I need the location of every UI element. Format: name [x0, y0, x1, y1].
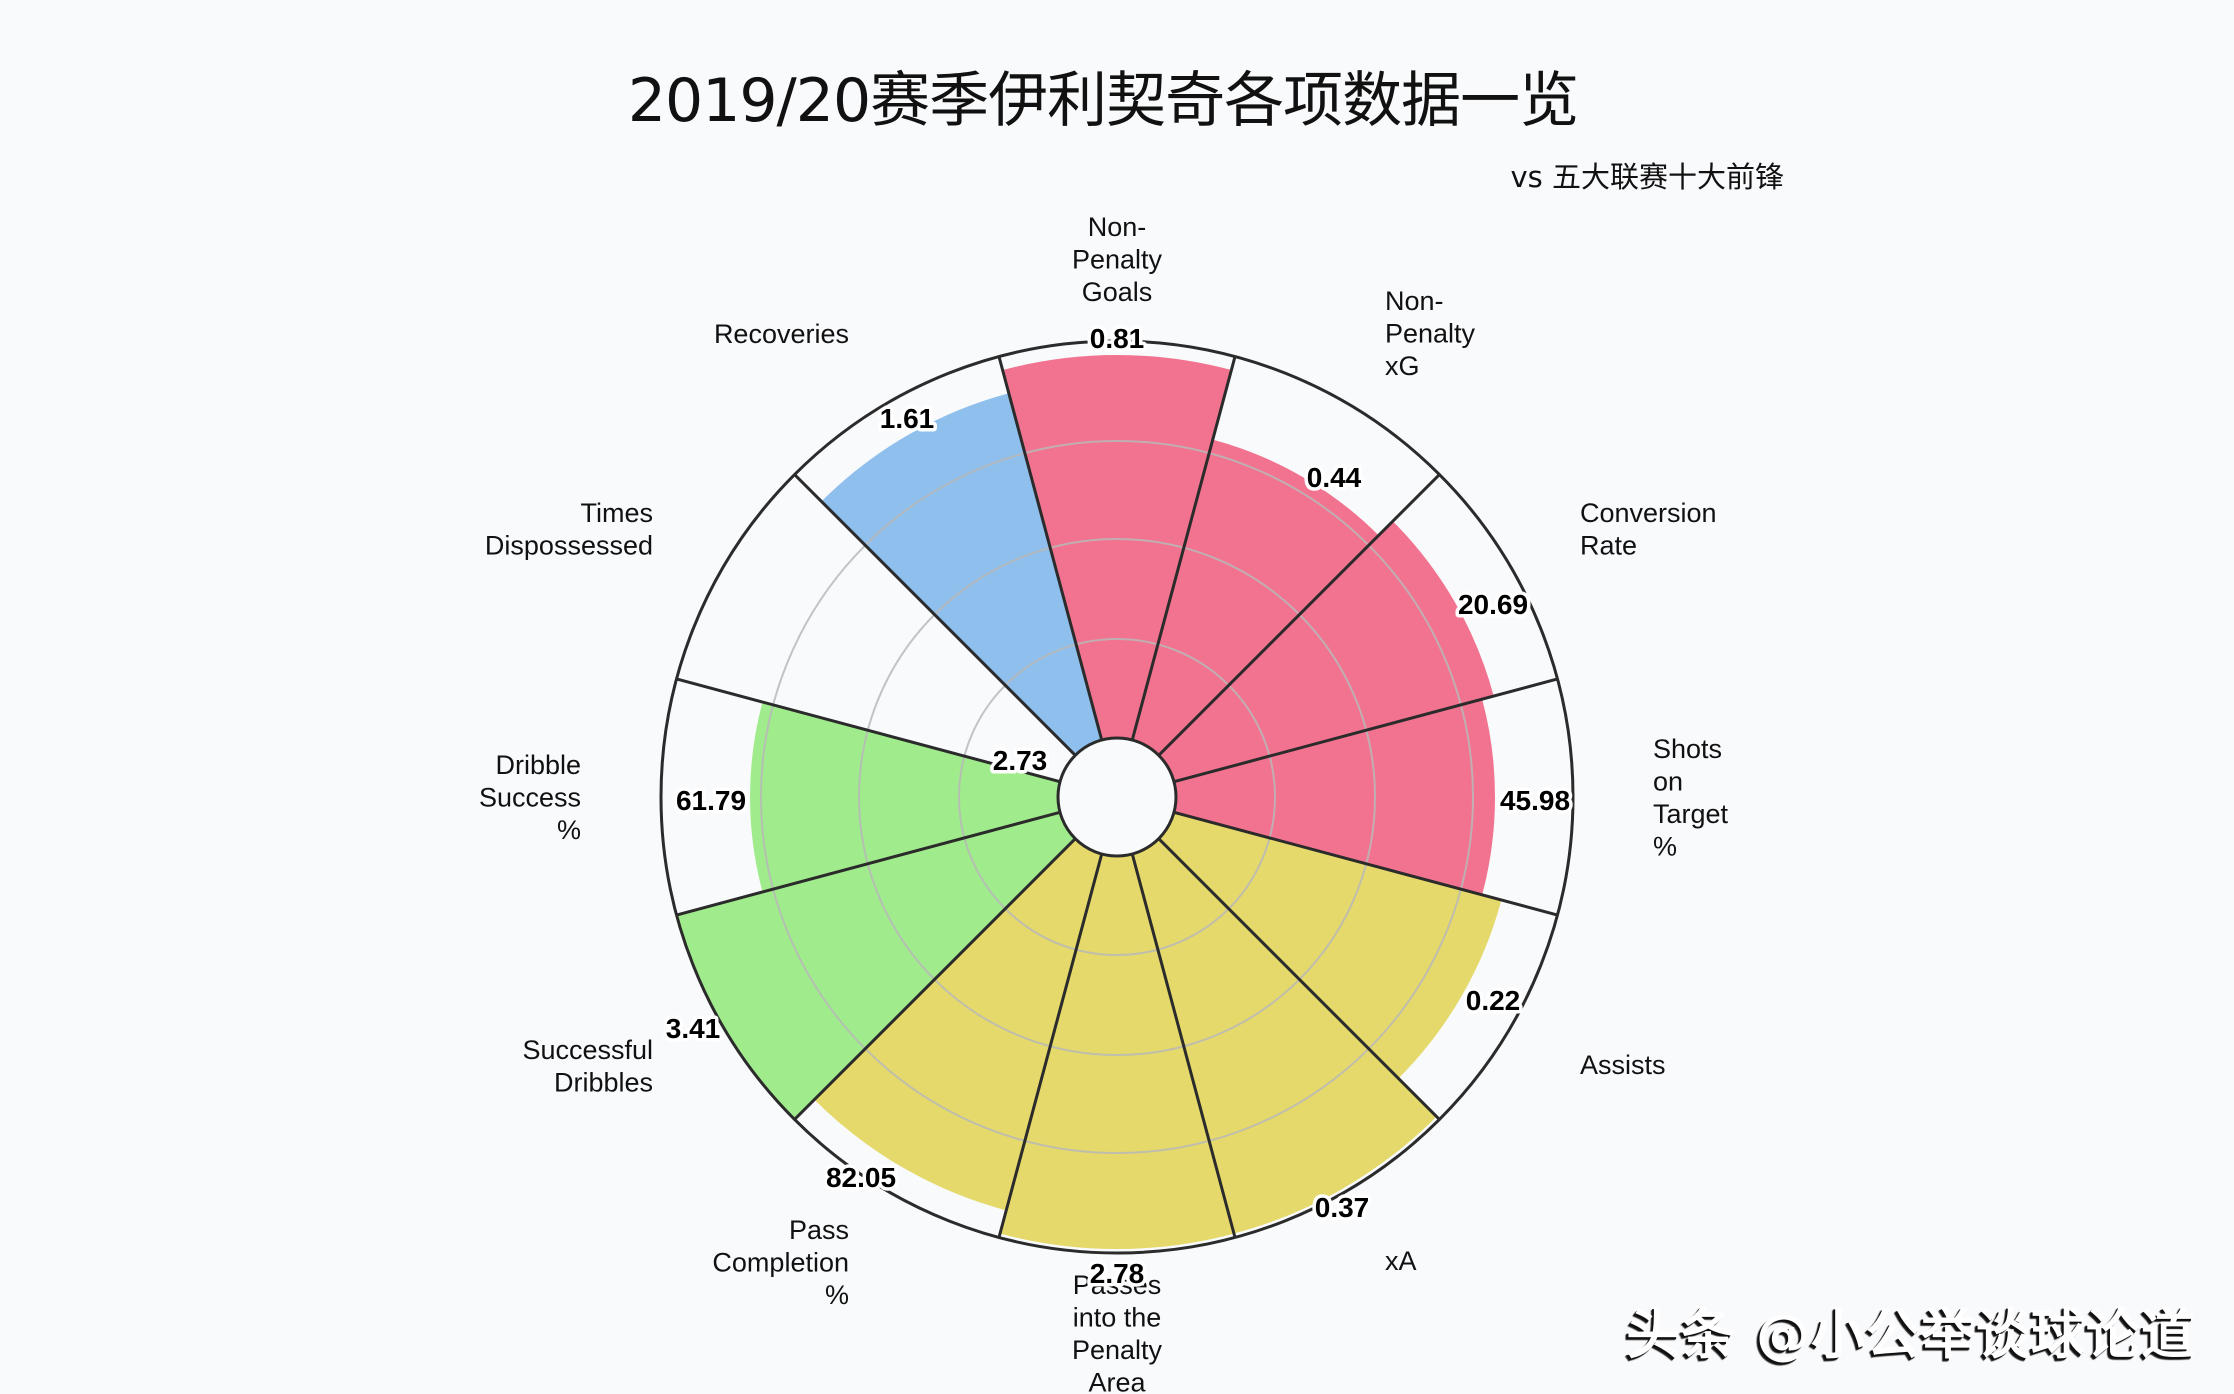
sector-divider [1157, 473, 1441, 757]
value-label: 0.37 [1315, 1192, 1370, 1223]
category-label: Conversion Rate [1580, 498, 1717, 561]
sector-divider [1157, 837, 1441, 1121]
sector-divider [1130, 356, 1237, 741]
value-label: 3.41 [666, 1013, 721, 1044]
sector-divider [793, 837, 1077, 1121]
category-label: Assists [1580, 1050, 1666, 1080]
value-label: 0.44 [1307, 462, 1362, 493]
bar-conversion-rate [1158, 521, 1494, 782]
category-label: Dribble Success% [479, 750, 581, 845]
value-label: 45.98 [1500, 785, 1570, 816]
value-label: 2.78 [1090, 1258, 1145, 1289]
category-labels: Non-Penalty Goals Non-Penalty xG Conversion R… [479, 212, 1729, 1394]
bar-shots-on-target [1173, 699, 1495, 895]
category-label: Passes into the Penalty Area [1072, 1270, 1163, 1394]
sector-divider [1173, 677, 1558, 784]
value-label: 1.61 [880, 403, 935, 434]
sector-divider [793, 473, 1077, 757]
bar-non-penalty-goals [1002, 355, 1232, 741]
category-label: Non-Penalty Goals [1072, 212, 1163, 307]
category-label: Successful Dribbles [522, 1035, 653, 1098]
value-label: 20.69 [1458, 589, 1528, 620]
outer-ring [659, 339, 1575, 1255]
sector-divider [1130, 853, 1237, 1238]
category-label: Shots on Target% [1653, 734, 1729, 862]
category-label: Non-Penalty xG [1385, 286, 1476, 381]
grid-ring [858, 538, 1376, 1056]
category-label: Times Dispossessed [485, 498, 653, 561]
center-hole [1056, 736, 1178, 858]
bar-dribble-success [750, 702, 1061, 892]
value-label: 0.22 [1466, 985, 1521, 1016]
watermark: 头条 @小公举谈球论道 [1626, 1303, 2196, 1366]
sector-divider [676, 810, 1061, 917]
value-label: 0.81 [1090, 323, 1145, 354]
sector-dividers [676, 356, 1558, 1238]
category-label: Recoveries [714, 319, 849, 349]
bar-non-penalty-xg [1132, 439, 1379, 756]
grid-ring [760, 440, 1474, 1154]
sector-divider [676, 677, 1061, 784]
sector-divider [997, 853, 1104, 1238]
value-labels: 0.81 0.44 20.69 45.98 0.22 0.37 2.78 82.05 3.41 6… [662, 320, 1573, 1293]
grid-rings [760, 440, 1474, 1154]
bar-passes-into-the-penalty-area [1000, 853, 1234, 1249]
value-label: 61.79 [676, 785, 746, 816]
bar-assists [1158, 812, 1502, 1079]
category-label: Pass Completion% [712, 1215, 849, 1310]
value-label: 82.05 [826, 1162, 896, 1193]
grid-ring [958, 638, 1276, 956]
chart-subtitle: vs 五大联赛十大前锋 [1510, 160, 1785, 194]
category-label: xA [1385, 1246, 1417, 1276]
value-label: 2.73 [993, 745, 1048, 776]
chart-title: 2019/20赛季伊利契奇各项数据一览 [627, 66, 1579, 136]
sector-divider [997, 356, 1104, 741]
sector-divider [1173, 810, 1558, 917]
